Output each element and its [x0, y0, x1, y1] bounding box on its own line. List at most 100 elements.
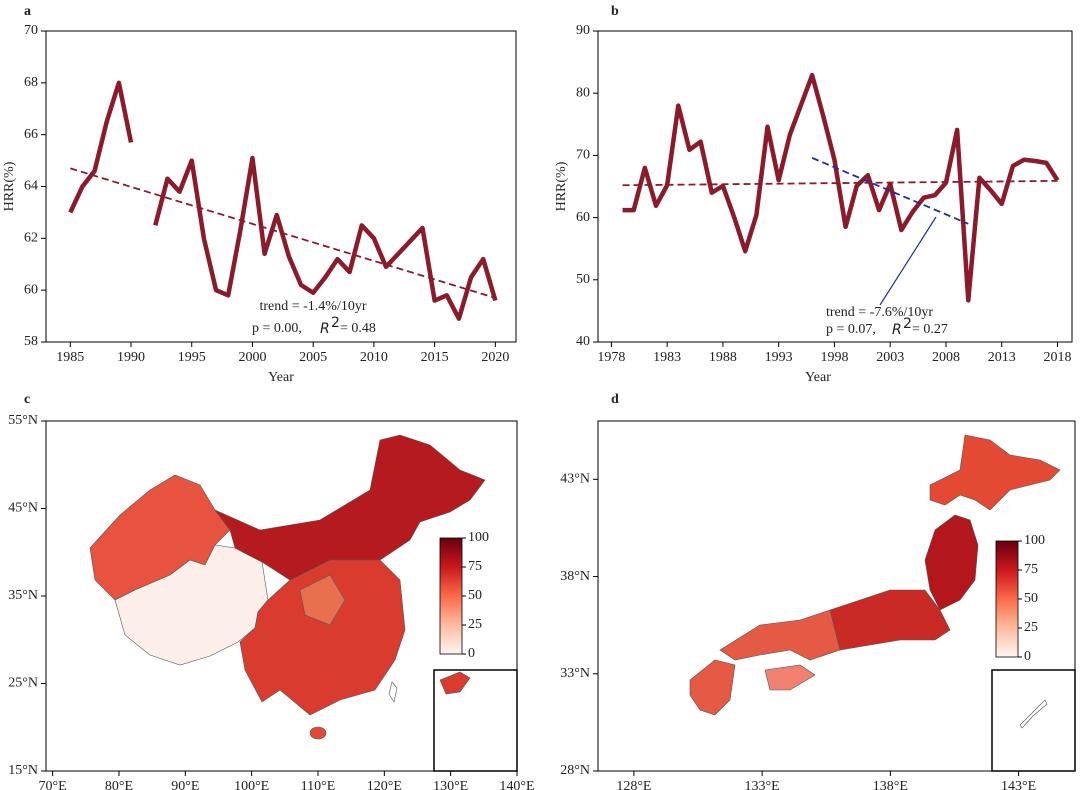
x-tick-label: 1978 [597, 350, 625, 365]
y-tick-label: 66 [24, 127, 38, 142]
island [388, 681, 398, 703]
y-tick-label: 58 [24, 334, 38, 349]
colorbar [995, 540, 1019, 658]
trend-line [622, 180, 1058, 187]
x-tick-label: 2020 [481, 350, 509, 365]
x-tick-label: 2013 [988, 350, 1016, 365]
colorbar-tick-label: 0 [1024, 649, 1031, 664]
x-tick-label: 1998 [820, 350, 848, 365]
x-tick-label: 2008 [932, 350, 960, 365]
y-tick-label: 25°N [8, 676, 38, 691]
colorbar-tick-label: 75 [468, 559, 482, 574]
colorbar-tick-label: 75 [1024, 562, 1038, 577]
x-tick-label: 90°E [171, 779, 199, 790]
y-tick-label: 70 [24, 23, 38, 38]
x-axis-label: Year [268, 370, 294, 385]
y-tick-label: 60 [24, 282, 38, 297]
annotation: 2 [331, 315, 340, 331]
x-tick-label: 2010 [360, 350, 388, 365]
x-tick-label: 100°E [234, 779, 269, 790]
axes-frame [597, 30, 1073, 343]
y-tick-label: 55°N [8, 413, 38, 428]
annotation: trend = -7.6%/10yr [826, 305, 933, 320]
x-tick-label: 140°E [499, 779, 534, 790]
x-tick-label: 2003 [876, 350, 904, 365]
y-tick-label: 15°N [8, 763, 38, 778]
x-tick-label: 2005 [299, 350, 327, 365]
x-tick-label: 1983 [653, 350, 681, 365]
x-tick-label: 1990 [117, 350, 145, 365]
y-axis-label: HRR(%) [2, 161, 17, 211]
panel-label: d [611, 392, 619, 407]
x-tick-label: 1985 [56, 350, 84, 365]
x-tick-label: 143°E [1001, 779, 1036, 790]
y-tick-label: 38°N [560, 569, 590, 584]
data-line [622, 72, 1060, 303]
panel-label: c [24, 392, 30, 407]
x-tick-label: 70°E [39, 779, 67, 790]
y-tick-label: 45°N [8, 501, 38, 516]
trend-line [70, 167, 496, 299]
x-tick-label: 110°E [301, 779, 336, 790]
x-tick-label: 133°E [745, 779, 780, 790]
region [239, 559, 406, 716]
y-tick-label: 35°N [8, 588, 38, 603]
trend-line [811, 157, 969, 225]
annotation: R [320, 321, 330, 337]
colorbar-tick-label: 100 [1024, 533, 1045, 548]
y-tick-label: 50 [576, 272, 590, 287]
annotation: = 0.27 [912, 322, 948, 337]
y-tick-label: 62 [24, 231, 38, 246]
china-map [89, 434, 518, 772]
region [829, 589, 951, 651]
colorbar-tick-label: 50 [1024, 591, 1038, 606]
y-axis-label: HRR(%) [554, 161, 569, 211]
region [929, 434, 1061, 511]
colorbar [439, 537, 463, 655]
x-tick-label: 2015 [421, 350, 449, 365]
island [1019, 699, 1048, 729]
x-tick-label: 1995 [178, 350, 206, 365]
y-tick-label: 28°N [560, 763, 590, 778]
y-tick-label: 43°N [560, 472, 590, 487]
y-tick-label: 64 [24, 179, 38, 194]
region [689, 659, 736, 716]
y-tick-label: 60 [576, 210, 590, 225]
x-tick-label: 138°E [873, 779, 908, 790]
axes-frame [597, 420, 1076, 772]
x-tick-label: 2018 [1044, 350, 1072, 365]
region [719, 609, 841, 661]
colorbar-tick-label: 25 [1024, 620, 1038, 635]
japan-map [689, 434, 1076, 772]
panel-label: a [24, 4, 31, 19]
x-tick-label: 1993 [765, 350, 793, 365]
y-tick-label: 68 [24, 75, 38, 90]
y-tick-label: 33°N [560, 666, 590, 681]
panel-label: b [611, 4, 619, 19]
region [299, 574, 346, 626]
region [439, 671, 471, 695]
y-tick-label: 70 [576, 148, 590, 163]
colorbar-tick-label: 100 [468, 530, 489, 545]
x-tick-label: 120°E [367, 779, 402, 790]
data-line [68, 80, 498, 321]
annotation: p = 0.07, [826, 322, 876, 337]
leader-line [879, 216, 937, 306]
inset [991, 669, 1076, 772]
colorbar-tick-label: 50 [468, 588, 482, 603]
region [214, 434, 486, 581]
x-tick-label: 2000 [238, 350, 266, 365]
annotation: R [892, 322, 902, 338]
x-tick-label: 80°E [105, 779, 133, 790]
annotation: 2 [903, 316, 912, 332]
y-tick-label: 90 [576, 23, 590, 38]
x-axis-label: Year [805, 370, 831, 385]
x-tick-label: 130°E [433, 779, 468, 790]
y-tick-label: 40 [576, 334, 590, 349]
region [764, 664, 816, 691]
region [924, 514, 979, 611]
annotation: p = 0.00, [252, 321, 302, 336]
colorbar-tick-label: 0 [468, 646, 475, 661]
annotation: = 0.48 [340, 321, 376, 336]
